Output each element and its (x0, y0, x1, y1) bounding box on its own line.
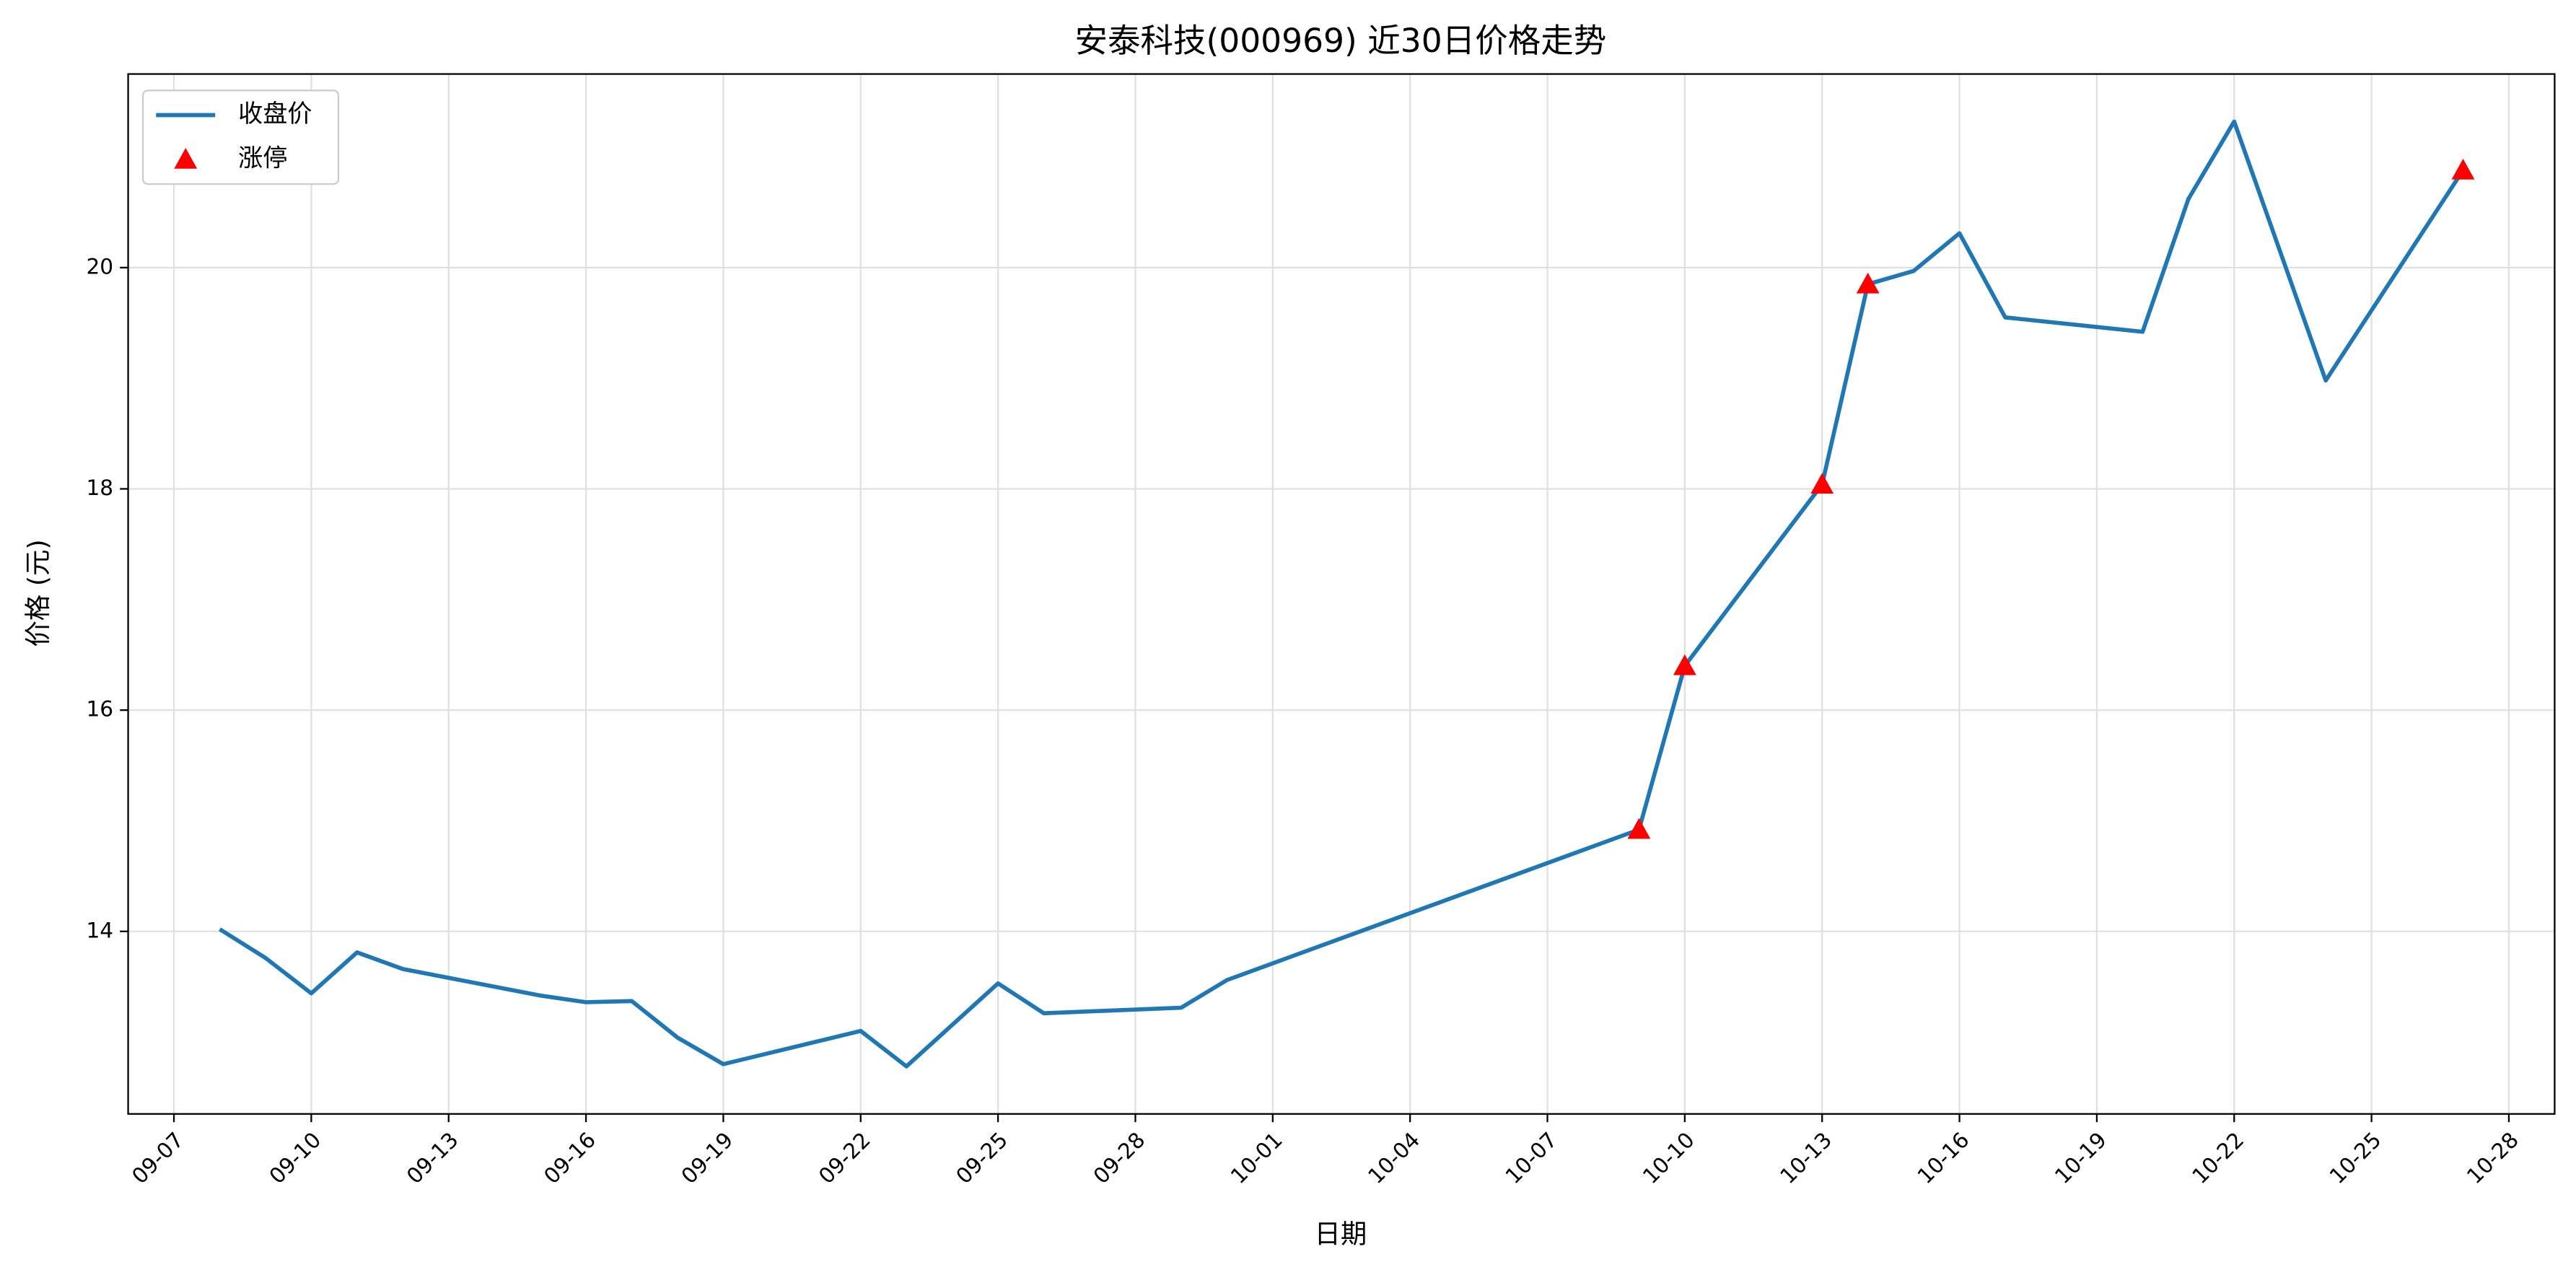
limit-up-marker (1810, 473, 1834, 494)
limit-up-marker (1627, 818, 1651, 839)
price-line (218, 119, 2465, 1069)
limit-up-marker (1673, 654, 1696, 675)
y-tick-label: 20 (86, 254, 113, 279)
x-axis-label: 日期 (1314, 1219, 1367, 1250)
y-tick-label: 16 (86, 697, 113, 722)
y-axis-label: 价格 (元) (22, 539, 53, 647)
chart-title: 安泰科技(000969) 近30日价格走势 (1074, 22, 1606, 60)
legend-label: 收盘价 (238, 100, 312, 128)
legend-label: 涨停 (238, 144, 287, 172)
legend-swatch (174, 148, 198, 169)
limit-up-marker (2451, 159, 2475, 180)
y-tick-label: 18 (86, 476, 113, 500)
y-tick-label: 14 (86, 918, 113, 942)
limit-up-marker (1856, 272, 1880, 294)
plot-frame (127, 73, 2556, 1115)
